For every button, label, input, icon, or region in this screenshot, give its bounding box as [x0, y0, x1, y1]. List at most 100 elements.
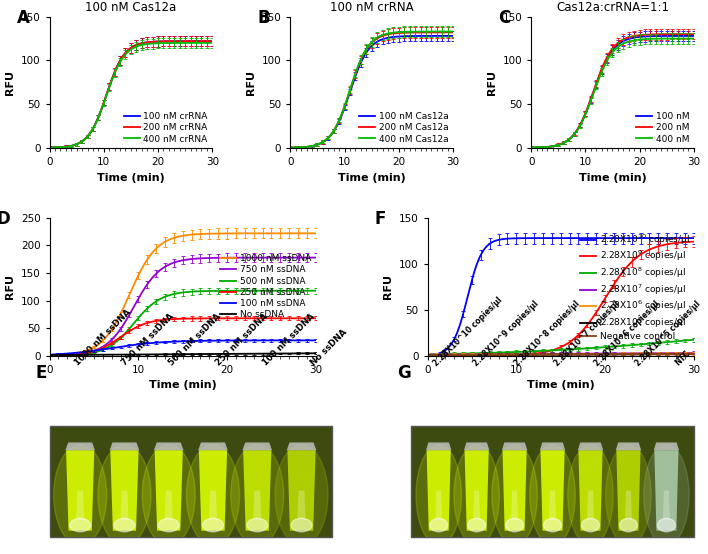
100 nM crRNA [45, 145, 54, 151]
400 nM Cas12a [386, 30, 394, 37]
Polygon shape [663, 490, 670, 520]
400 nM [664, 35, 673, 42]
400 nM [527, 145, 535, 151]
No ssDNA [287, 350, 295, 357]
2.28X10$^{7}$ copies/μl [424, 351, 433, 358]
200 nM Cas12a [433, 29, 442, 35]
Ellipse shape [492, 445, 537, 546]
Text: F: F [375, 209, 386, 228]
2.28X10$^{8}$ copies/μl [648, 340, 656, 347]
2.28X10$^{8}$ copies/μl [586, 345, 595, 351]
2.28X10$^{9}$ copies/μl [424, 352, 433, 359]
Polygon shape [287, 443, 316, 450]
Polygon shape [154, 450, 183, 531]
Polygon shape [297, 490, 306, 520]
2.28X10$^{6}$ copies/μl [690, 350, 698, 357]
Line: 2.28X10$^{8}$ copies/μl: 2.28X10$^{8}$ copies/μl [428, 340, 694, 355]
Polygon shape [154, 443, 183, 450]
Y-axis label: RFU: RFU [246, 70, 256, 95]
200 nM Cas12a [386, 30, 394, 37]
No ssDNA [270, 350, 278, 357]
Ellipse shape [54, 445, 107, 546]
Polygon shape [242, 443, 272, 450]
Polygon shape [76, 490, 84, 520]
2.28X10$^{7}$ copies/μl [423, 351, 432, 358]
Line: 750 nM ssDNA: 750 nM ssDNA [50, 258, 316, 356]
Ellipse shape [468, 519, 486, 532]
2.28X10$^{5}$ copies/μl [424, 352, 433, 358]
Y-axis label: RFU: RFU [383, 274, 393, 299]
Ellipse shape [416, 445, 462, 546]
Text: B: B [258, 9, 270, 27]
400 nM [624, 38, 632, 45]
400 nM crRNA [142, 41, 150, 48]
100 nM crRNA [46, 145, 55, 151]
Ellipse shape [581, 519, 600, 532]
100 nM ssDNA [203, 337, 212, 344]
100 nM ssDNA [45, 351, 54, 358]
2.28X10$^{7}$ copies/μl [690, 350, 698, 356]
100 nM Cas12a [386, 34, 394, 41]
500 nM ssDNA [46, 352, 55, 359]
Ellipse shape [98, 445, 151, 546]
No ssDNA [312, 350, 320, 357]
Ellipse shape [620, 519, 637, 532]
500 nM ssDNA [287, 288, 295, 294]
2.28X10$^{7}$ copies/μl [648, 350, 656, 357]
100 nM [690, 33, 698, 39]
2.28X10$^{10}$ copies/μl [690, 235, 698, 242]
100 nM Cas12a [433, 33, 442, 39]
Text: 2.28X10^7 copies/μl: 2.28X10^7 copies/μl [552, 299, 622, 368]
Ellipse shape [605, 445, 651, 546]
Ellipse shape [530, 445, 576, 546]
Polygon shape [164, 490, 173, 520]
400 nM Cas12a [423, 28, 432, 35]
Polygon shape [616, 443, 641, 450]
2.28X10$^{10}$ copies/μl [581, 235, 590, 242]
2.28X10$^{8}$ copies/μl [423, 351, 432, 358]
No ssDNA [203, 351, 212, 357]
200 nM crRNA [193, 38, 201, 44]
Polygon shape [578, 443, 603, 450]
Polygon shape [617, 450, 641, 531]
Line: 1000 nM ssDNA: 1000 nM ssDNA [50, 233, 316, 356]
750 nM ssDNA [287, 254, 295, 261]
200 nM Cas12a [383, 31, 392, 38]
Polygon shape [198, 443, 228, 450]
2.28X10$^{7}$ copies/μl [586, 350, 595, 357]
2.28X10$^{6}$ copies/μl [423, 352, 432, 358]
Text: A: A [17, 9, 30, 27]
2.28X10$^{8}$ copies/μl [582, 345, 590, 352]
100 nM [624, 36, 632, 43]
Polygon shape [654, 450, 678, 531]
Polygon shape [426, 443, 452, 450]
Polygon shape [110, 443, 139, 450]
Legend: 1000 nM ssDNA, 750 nM ssDNA, 500 nM ssDNA, 250 nM ssDNA, 100 nM ssDNA, No ssDNA: 1000 nM ssDNA, 750 nM ssDNA, 500 nM ssDN… [220, 254, 312, 320]
Line: 100 nM crRNA: 100 nM crRNA [50, 41, 212, 148]
750 nM ssDNA [45, 352, 54, 359]
750 nM ssDNA [312, 254, 320, 261]
400 nM Cas12a [383, 30, 392, 37]
Polygon shape [209, 490, 217, 520]
100 nM crRNA [193, 38, 201, 44]
2.28X10$^{10}$ copies/μl [582, 235, 590, 242]
Polygon shape [625, 490, 632, 520]
400 nM crRNA [208, 39, 217, 46]
250 nM ssDNA [208, 315, 217, 322]
2.28X10$^{5}$ copies/μl [423, 352, 432, 358]
Text: D: D [0, 209, 10, 228]
Polygon shape [653, 443, 679, 450]
400 nM Cas12a [433, 28, 442, 35]
Polygon shape [464, 450, 489, 531]
100 nM Cas12a [286, 145, 295, 151]
Legend: 100 nM, 200 nM, 400 nM: 100 nM, 200 nM, 400 nM [636, 112, 690, 143]
2.28X10$^{5}$ copies/μl [690, 351, 698, 357]
Polygon shape [587, 490, 594, 520]
500 nM ssDNA [45, 352, 54, 359]
2.28X10$^{9}$ copies/μl [423, 352, 432, 359]
Legend: 100 nM Cas12a, 200 nM Cas12a, 400 nM Cas12a: 100 nM Cas12a, 200 nM Cas12a, 400 nM Cas… [359, 112, 449, 143]
2.28X10$^{7}$ copies/μl [665, 350, 673, 356]
2.28X10$^{9}$ copies/μl [581, 324, 590, 331]
X-axis label: Time (min): Time (min) [527, 381, 595, 391]
Legend: 100 nM crRNA, 200 nM crRNA, 400 nM crRNA: 100 nM crRNA, 200 nM crRNA, 400 nM crRNA [123, 112, 207, 143]
